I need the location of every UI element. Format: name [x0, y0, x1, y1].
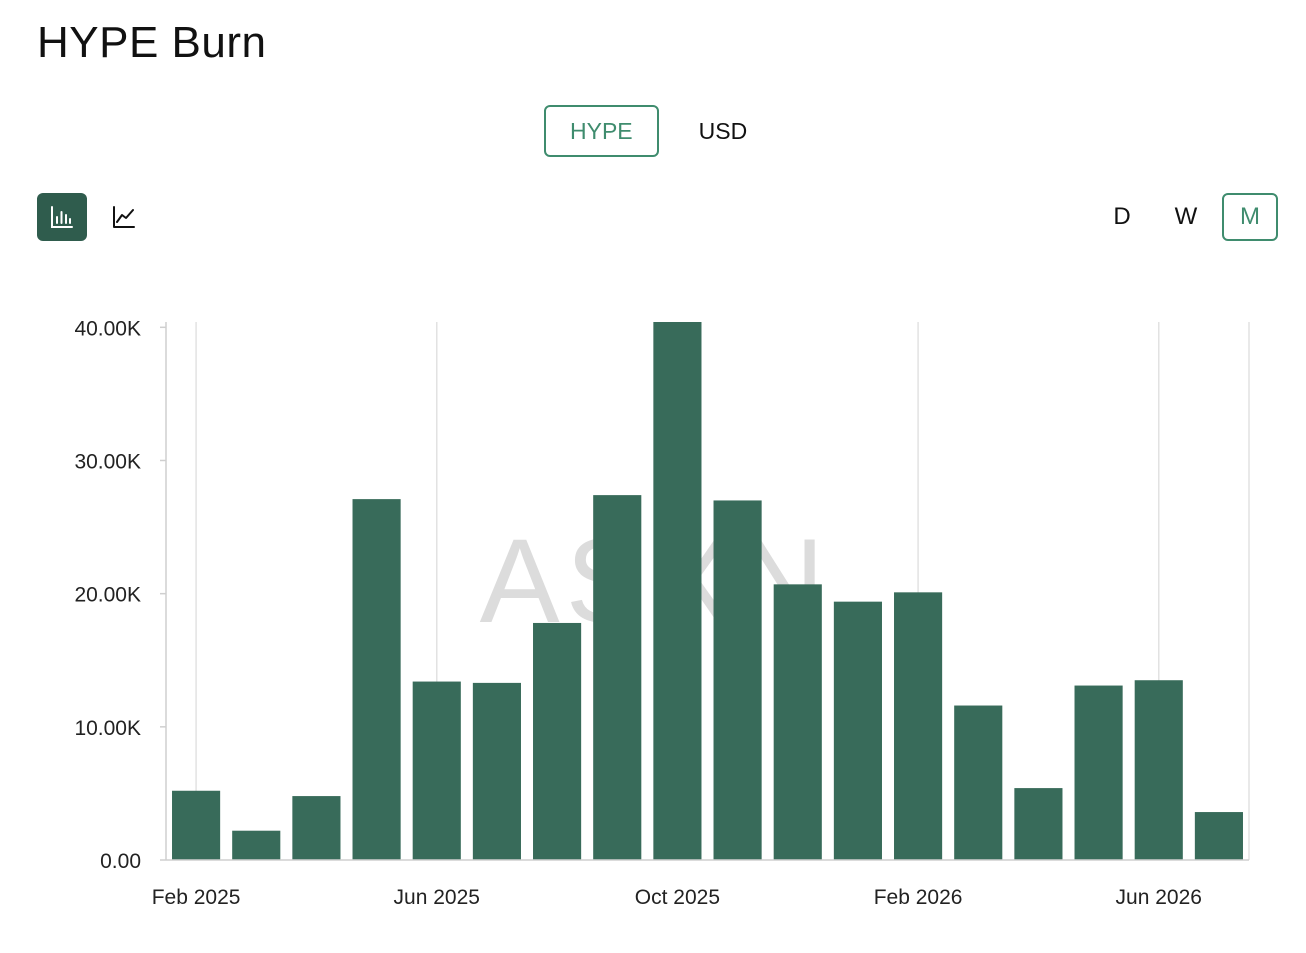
- x-tick-label: Feb 2025: [152, 886, 241, 909]
- period-week-button[interactable]: W: [1158, 193, 1214, 241]
- x-tick-label: Jun 2025: [394, 886, 480, 909]
- bar-mar-2025: [232, 830, 281, 860]
- bar-chart-button[interactable]: [37, 193, 87, 241]
- bar-mar-2026: [954, 705, 1003, 860]
- page-title: HYPE Burn: [37, 18, 267, 67]
- unit-toggle: HYPE USD: [544, 105, 773, 157]
- bar-dec-2025: [773, 584, 822, 860]
- bar-jul-2025: [472, 682, 521, 860]
- bar-may-2026: [1074, 685, 1123, 860]
- bar-apr-2026: [1014, 788, 1063, 860]
- bar-feb-2026: [894, 592, 943, 860]
- y-tick-label: 0.00: [100, 850, 141, 873]
- bar-sep-2025: [593, 495, 642, 860]
- y-tick-label: 10.00K: [74, 717, 141, 740]
- x-tick-label: Feb 2026: [874, 886, 963, 909]
- y-tick-label: 40.00K: [74, 317, 141, 340]
- bar-oct-2025: [653, 322, 702, 860]
- hype-unit-button[interactable]: HYPE: [544, 105, 659, 157]
- line-chart-icon: [113, 206, 135, 228]
- usd-unit-button[interactable]: USD: [673, 105, 774, 157]
- chart-type-toggle: [37, 193, 149, 241]
- bar-jul-2026: [1194, 812, 1243, 860]
- bar-jun-2026: [1134, 680, 1183, 860]
- period-day-button[interactable]: D: [1094, 193, 1150, 241]
- bar-aug-2025: [533, 622, 582, 860]
- x-tick-label: Jun 2026: [1116, 886, 1202, 909]
- bar-jun-2025: [412, 681, 461, 860]
- period-toggle: D W M: [1094, 193, 1278, 241]
- x-tick-label: Oct 2025: [635, 886, 720, 909]
- bar-jan-2026: [833, 601, 882, 860]
- y-tick-label: 30.00K: [74, 450, 141, 473]
- y-tick-label: 20.00K: [74, 584, 141, 607]
- line-chart-button[interactable]: [99, 193, 149, 241]
- period-month-button[interactable]: M: [1222, 193, 1278, 241]
- bar-nov-2025: [713, 500, 762, 860]
- bar-may-2025: [352, 499, 401, 860]
- bar-chart-icon: [51, 206, 73, 228]
- bar-feb-2025: [172, 790, 221, 860]
- bar-apr-2025: [292, 796, 341, 860]
